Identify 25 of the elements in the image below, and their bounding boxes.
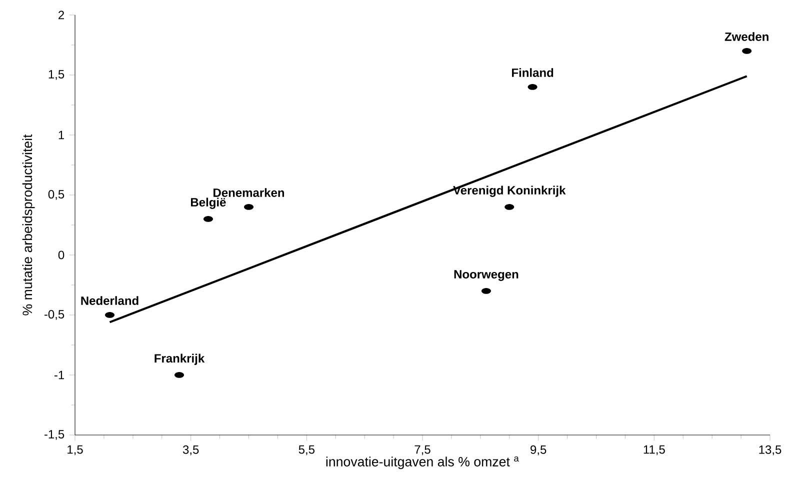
annotation: Finland [512, 68, 554, 77]
x-tick-label: 7,5 [414, 445, 430, 456]
annotation: Verenigd Koninkrijk [453, 186, 566, 197]
x-tick-label: 3,5 [182, 445, 199, 456]
annotation: Frankrijk [154, 354, 205, 365]
x-axis-title: innovatie-uitgaven als % omzet $^{a}$ [326, 456, 519, 470]
x-tick-label: 13,5 [759, 445, 782, 456]
y-tick-label: -1,5 [44, 430, 64, 440]
x-tick-label: 5,5 [298, 445, 315, 456]
y-tick-label: 0,5 [48, 190, 64, 200]
annotation: Noorwegen [454, 270, 518, 281]
y-axis-title: % mutatie arbeidsproductiviteit [22, 134, 35, 316]
x-tick-label: 1,5 [68, 445, 83, 456]
y-tick-label: 2 [58, 10, 64, 20]
y-tick-label: -0,5 [44, 310, 64, 320]
annotation: Nederland [81, 296, 138, 305]
y-tick-label: 1 [58, 130, 64, 140]
annotation: Zweden [724, 32, 768, 41]
y-tick-label: 0 [58, 250, 64, 260]
x-tick-label: 9,5 [530, 445, 546, 456]
y-tick-label: -1 [54, 370, 64, 380]
annotation: België [191, 198, 226, 209]
annotation: Denemarken [214, 188, 284, 197]
y-tick-label: 1,5 [48, 70, 64, 80]
x-tick-label: 11,5 [644, 445, 665, 456]
